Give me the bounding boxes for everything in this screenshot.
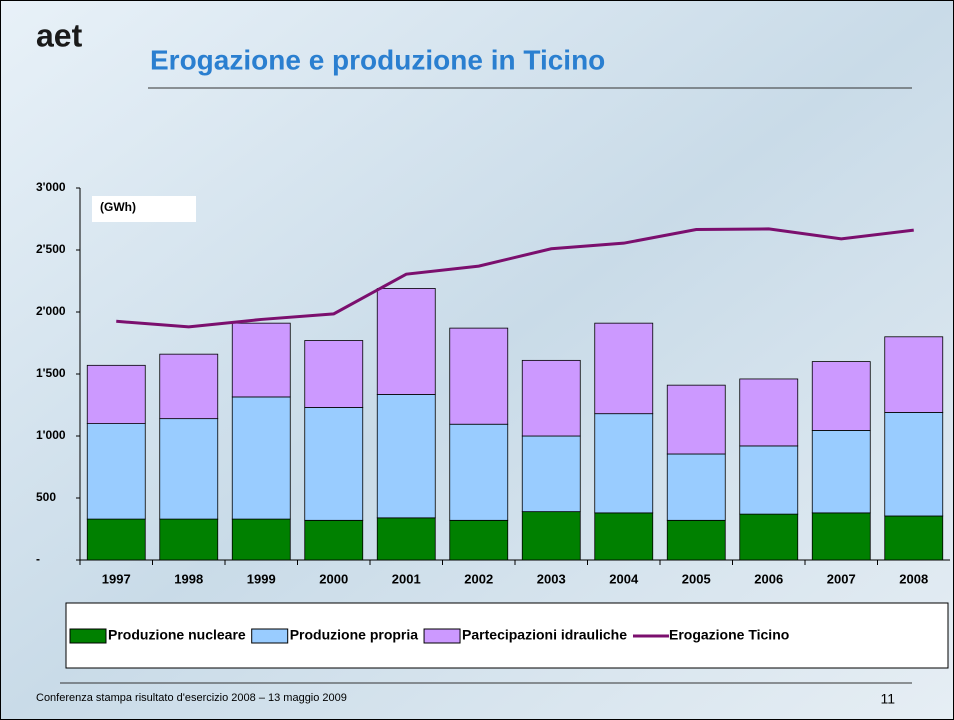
x-tick-label: 2006 (754, 571, 783, 586)
bar-segment (740, 379, 798, 446)
legend-swatch (424, 629, 460, 643)
bar-segment (667, 385, 725, 454)
y-tick-label: 500 (36, 490, 56, 504)
legend-label: Produzione propria (290, 627, 419, 643)
bar-segment (812, 513, 870, 560)
x-tick-label: 1997 (102, 571, 131, 586)
footer: Conferenza stampa risultato d'esercizio … (36, 692, 347, 704)
bar-segment (595, 513, 653, 560)
bar-segment (667, 454, 725, 520)
bar-segment (885, 412, 943, 516)
bar-segment (87, 365, 145, 423)
y-tick-label: 1'000 (36, 428, 66, 442)
legend-label: Produzione nucleare (108, 627, 246, 643)
page-number: 11 (880, 691, 895, 707)
bar-segment (232, 397, 290, 519)
bar-segment (87, 519, 145, 560)
y-tick-label: 3'000 (36, 180, 66, 194)
logo: aet (36, 17, 83, 53)
bar-segment (450, 328, 508, 424)
bar-segment (812, 430, 870, 512)
bar-segment (522, 512, 580, 560)
legend-swatch (252, 629, 288, 643)
x-tick-label: 2003 (537, 571, 566, 586)
y-tick-label: - (36, 552, 40, 566)
bar-segment (595, 414, 653, 513)
x-tick-label: 2008 (899, 571, 928, 586)
bar-segment (667, 520, 725, 560)
bar-segment (232, 519, 290, 560)
bar-segment (522, 360, 580, 436)
bar-segment (377, 288, 435, 394)
unit-annotation: (GWh) (100, 200, 136, 214)
bar-segment (812, 362, 870, 431)
bar-segment (305, 520, 363, 560)
x-tick-label: 2000 (319, 571, 348, 586)
x-tick-label: 2002 (464, 571, 493, 586)
bar-segment (160, 519, 218, 560)
y-tick-label: 2'500 (36, 242, 66, 256)
bar-segment (232, 323, 290, 397)
bar-segment (885, 337, 943, 413)
bar-segment (740, 514, 798, 560)
x-tick-label: 2004 (609, 571, 639, 586)
x-tick-label: 2005 (682, 571, 711, 586)
x-tick-label: 2001 (392, 571, 421, 586)
legend-swatch (70, 629, 106, 643)
slide-title: Erogazione e produzione in Ticino (150, 44, 605, 75)
bar-segment (87, 424, 145, 519)
x-tick-label: 1998 (174, 571, 203, 586)
bar-segment (305, 407, 363, 520)
y-tick-label: 2'000 (36, 304, 66, 318)
y-tick-label: 1'500 (36, 366, 66, 380)
bar-segment (595, 323, 653, 414)
bar-segment (377, 394, 435, 517)
legend-label: Partecipazioni idrauliche (462, 627, 627, 643)
bar-segment (160, 419, 218, 519)
bar-segment (885, 516, 943, 560)
bar-segment (740, 446, 798, 514)
bar-segment (160, 354, 218, 418)
legend-label: Erogazione Ticino (669, 627, 789, 643)
slide: aet Erogazione e produzione in Ticino (G… (0, 0, 954, 720)
bar-segment (522, 436, 580, 512)
bar-segment (305, 341, 363, 408)
bar-segment (450, 520, 508, 560)
bar-segment (377, 518, 435, 560)
x-tick-label: 1999 (247, 571, 276, 586)
bar-segment (450, 424, 508, 520)
x-tick-label: 2007 (827, 571, 856, 586)
